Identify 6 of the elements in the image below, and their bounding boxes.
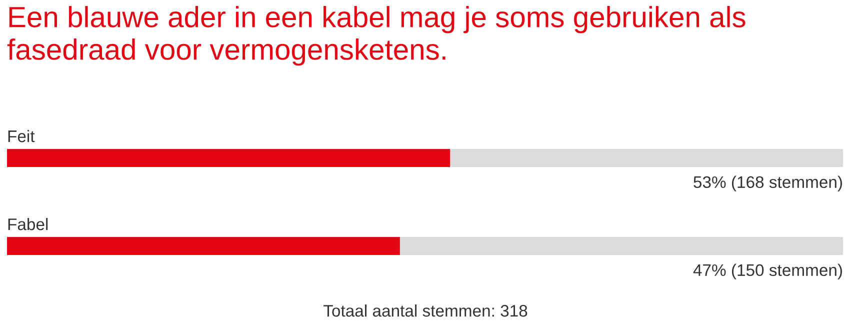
data-label: 53% (168 stemmen) bbox=[694, 176, 842, 192]
annotation: Totaal aantal stemmen: 318 bbox=[324, 304, 528, 317]
chart-title: Een blauwe ader in een kabel mag je soms gebruiken als fasedraad voor vermogensketens. bbox=[7, 6, 746, 66]
data-label: 47% (150 stemmen) bbox=[693, 264, 842, 280]
y-tick-label: Feit bbox=[8, 130, 35, 142]
y-tick-label: Fabel bbox=[8, 218, 48, 230]
